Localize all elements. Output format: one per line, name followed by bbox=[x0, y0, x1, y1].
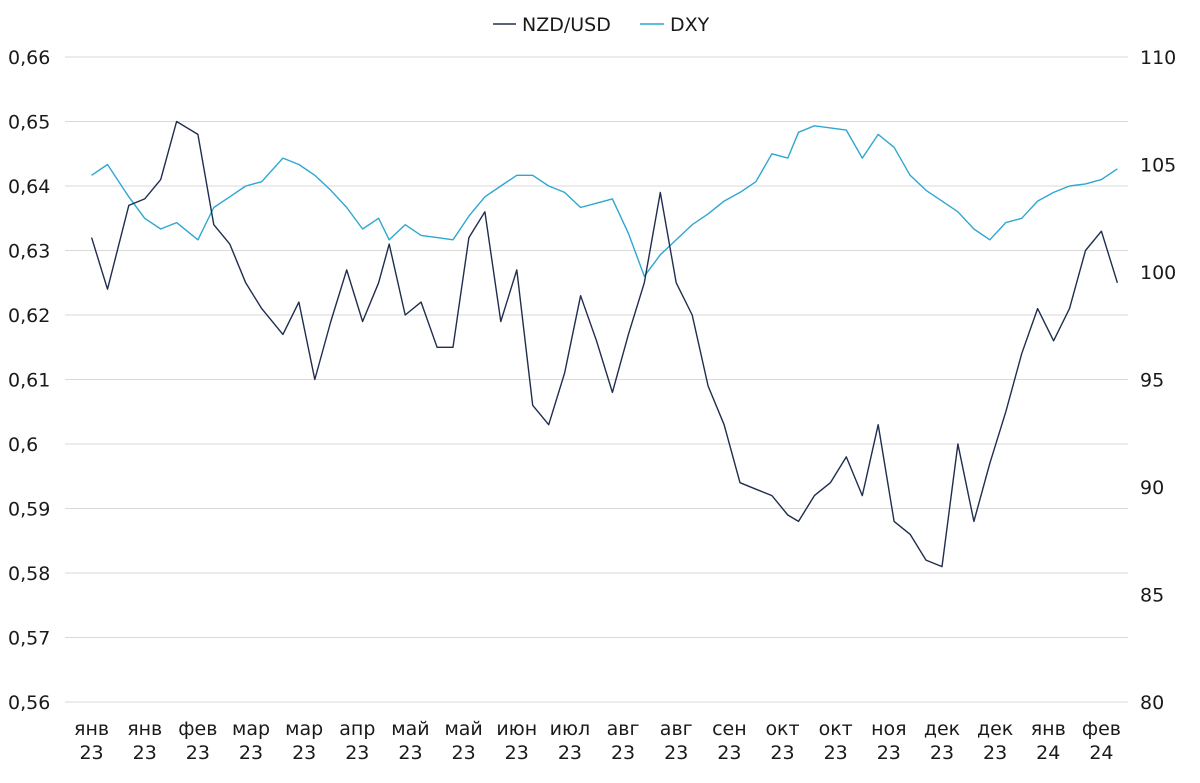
y-left-tick-label: 0,62 bbox=[8, 305, 50, 327]
y-left-tick-label: 0,56 bbox=[8, 692, 50, 714]
x-tick-label-year: 23 bbox=[611, 742, 635, 764]
x-tick-label-year: 23 bbox=[186, 742, 210, 764]
x-tick-label-month: ноя bbox=[871, 718, 906, 740]
x-tick-label-year: 23 bbox=[770, 742, 794, 764]
legend-label-nzdusd: NZD/USD bbox=[522, 14, 611, 36]
series-lines bbox=[90, 120, 1119, 568]
x-tick-label-month: янв bbox=[74, 718, 109, 740]
x-tick-label-year: 23 bbox=[558, 742, 582, 764]
x-tick-label-year: 23 bbox=[505, 742, 529, 764]
x-tick-label-year: 24 bbox=[1036, 742, 1060, 764]
y-right-tick-label: 105 bbox=[1140, 155, 1176, 177]
legend-label-dxy: DXY bbox=[670, 14, 710, 36]
x-tick-label-year: 23 bbox=[930, 742, 954, 764]
x-tick-label-month: фев bbox=[1082, 718, 1121, 740]
x-tick-label-year: 23 bbox=[877, 742, 901, 764]
series-line-dxy bbox=[91, 125, 1118, 277]
x-tick-label-year: 23 bbox=[983, 742, 1007, 764]
x-tick-label-month: авг bbox=[660, 718, 693, 740]
x-tick-label-month: окт bbox=[819, 718, 853, 740]
y-left-tick-label: 0,59 bbox=[8, 499, 50, 521]
y-left-tick-label: 0,64 bbox=[8, 176, 50, 198]
x-tick-label-month: янв bbox=[127, 718, 162, 740]
x-tick-label-month: фев bbox=[178, 718, 217, 740]
x-tick-label-month: июл bbox=[550, 718, 591, 740]
gridlines bbox=[65, 56, 1128, 703]
x-tick-label-year: 23 bbox=[292, 742, 316, 764]
series-line-nzdusd bbox=[90, 120, 1119, 568]
y-right-tick-label: 80 bbox=[1140, 692, 1164, 714]
x-tick-label-year: 23 bbox=[79, 742, 103, 764]
y-left-tick-label: 0,66 bbox=[8, 47, 50, 69]
legend: NZD/USD DXY bbox=[493, 14, 710, 36]
x-tick-label-month: май bbox=[391, 718, 429, 740]
x-tick-label-year: 24 bbox=[1089, 742, 1113, 764]
y-right-tick-label: 90 bbox=[1140, 477, 1164, 499]
y-left-tick-label: 0,58 bbox=[8, 563, 50, 585]
y-right-tick-label: 95 bbox=[1140, 370, 1164, 392]
y-left-tick-label: 0,63 bbox=[8, 241, 50, 263]
x-tick-label-year: 23 bbox=[824, 742, 848, 764]
x-tick-label-year: 23 bbox=[398, 742, 422, 764]
x-tick-label-month: янв bbox=[1031, 718, 1066, 740]
x-tick-label-year: 23 bbox=[664, 742, 688, 764]
y-left-tick-label: 0,65 bbox=[8, 112, 50, 134]
y-axis-right: 80 85 90 95 100 105 110 bbox=[1140, 47, 1176, 714]
x-tick-label-year: 23 bbox=[239, 742, 263, 764]
x-tick-label-month: окт bbox=[765, 718, 799, 740]
x-axis: янв23янв23фев23мар23мар23апр23май23май23… bbox=[74, 718, 1121, 764]
x-tick-label-month: мар bbox=[232, 718, 270, 740]
y-left-tick-label: 0,57 bbox=[8, 628, 50, 650]
x-tick-label-year: 23 bbox=[452, 742, 476, 764]
x-tick-label-month: авг bbox=[607, 718, 640, 740]
x-tick-label-month: май bbox=[444, 718, 482, 740]
x-tick-label-month: июн bbox=[496, 718, 537, 740]
x-tick-label-month: сен bbox=[712, 718, 747, 740]
y-left-tick-label: 0,61 bbox=[8, 370, 50, 392]
x-tick-label-month: апр bbox=[339, 718, 375, 740]
x-tick-label-year: 23 bbox=[345, 742, 369, 764]
y-axis-left: 0,56 0,57 0,58 0,59 0,6 0,61 0,62 0,63 0,64 0,65 0… bbox=[8, 47, 50, 714]
y-right-tick-label: 85 bbox=[1140, 585, 1164, 607]
x-tick-label-month: дек bbox=[924, 718, 960, 740]
y-right-tick-label: 110 bbox=[1140, 47, 1176, 69]
x-tick-label-year: 23 bbox=[717, 742, 741, 764]
x-tick-label-year: 23 bbox=[133, 742, 157, 764]
x-tick-label-month: мар bbox=[285, 718, 323, 740]
x-tick-label-month: дек bbox=[977, 718, 1013, 740]
y-left-tick-label: 0,6 bbox=[8, 434, 38, 456]
y-right-tick-label: 100 bbox=[1140, 262, 1176, 284]
